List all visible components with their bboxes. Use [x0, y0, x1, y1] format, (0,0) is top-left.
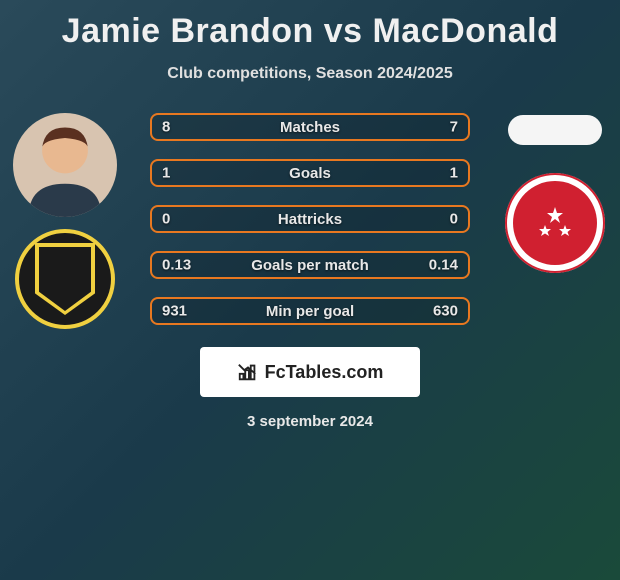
person-icon	[13, 113, 117, 217]
stat-left-value: 1	[162, 165, 170, 182]
stat-left-value: 0	[162, 211, 170, 228]
stat-row-matches: 8 Matches 7	[150, 113, 470, 141]
stat-left-value: 931	[162, 303, 187, 320]
footer-date: 3 september 2024	[0, 413, 620, 430]
footer-brand-text: FcTables.com	[265, 362, 384, 383]
stat-row-hattricks: 0 Hattricks 0	[150, 205, 470, 233]
stat-row-gpm: 0.13 Goals per match 0.14	[150, 251, 470, 279]
stat-label: Matches	[280, 119, 340, 136]
stat-right-value: 0.14	[429, 257, 458, 274]
footer-brand-badge[interactable]: FcTables.com	[200, 347, 420, 397]
club-crest-icon	[513, 181, 597, 265]
stat-label: Min per goal	[266, 303, 354, 320]
stat-left-value: 8	[162, 119, 170, 136]
stat-right-value: 1	[450, 165, 458, 182]
left-player-photo	[13, 113, 117, 217]
stat-label: Goals per match	[251, 257, 369, 274]
shield-icon	[35, 243, 95, 315]
right-player-column	[495, 113, 615, 273]
left-club-badge	[15, 229, 115, 329]
right-club-badge	[505, 173, 605, 273]
stat-row-mpg: 931 Min per goal 630	[150, 297, 470, 325]
comparison-content: 8 Matches 7 1 Goals 1 0 Hattricks 0 0.13…	[0, 113, 620, 325]
stat-label: Goals	[289, 165, 331, 182]
page-subtitle: Club competitions, Season 2024/2025	[0, 65, 620, 83]
stat-right-value: 7	[450, 119, 458, 136]
stat-right-value: 0	[450, 211, 458, 228]
right-player-placeholder	[508, 115, 602, 145]
stat-left-value: 0.13	[162, 257, 191, 274]
stat-label: Hattricks	[278, 211, 342, 228]
stats-table: 8 Matches 7 1 Goals 1 0 Hattricks 0 0.13…	[150, 113, 470, 325]
stat-right-value: 630	[433, 303, 458, 320]
stat-row-goals: 1 Goals 1	[150, 159, 470, 187]
left-player-column	[5, 113, 125, 329]
chart-icon	[237, 361, 259, 383]
page-title: Jamie Brandon vs MacDonald	[0, 0, 620, 51]
